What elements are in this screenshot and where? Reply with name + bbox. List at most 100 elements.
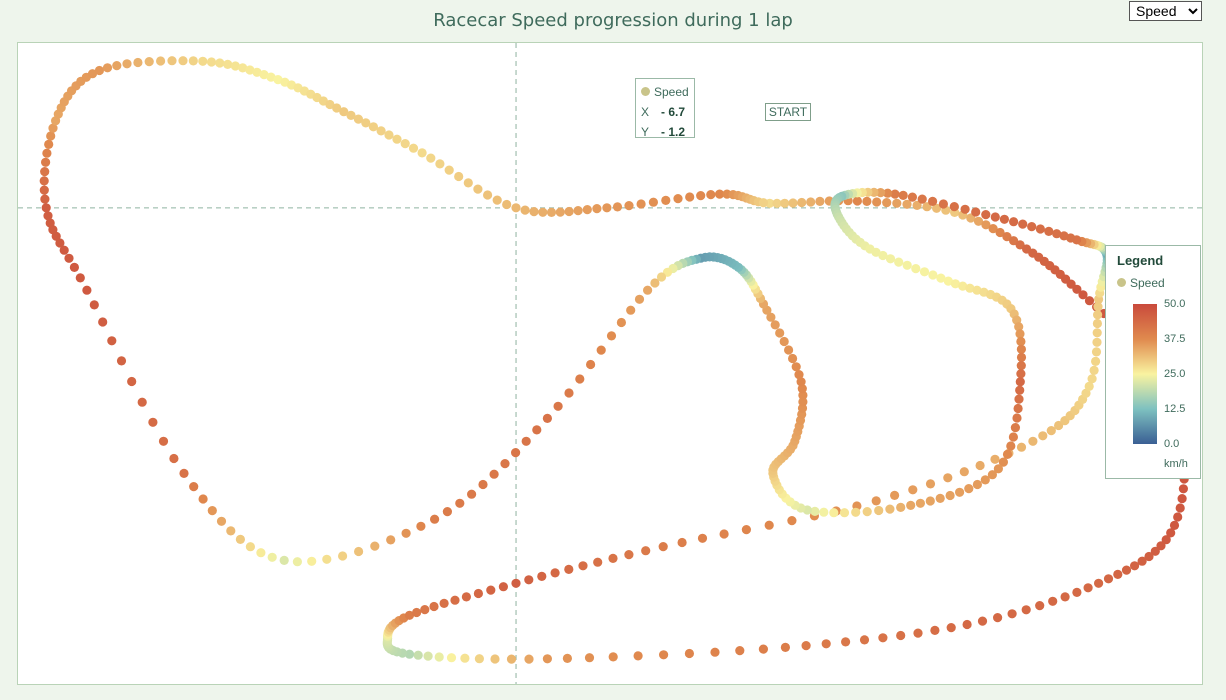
- speed-point[interactable]: [178, 56, 188, 66]
- speed-point[interactable]: [697, 533, 708, 543]
- speed-point[interactable]: [322, 554, 332, 564]
- speed-point[interactable]: [650, 278, 660, 288]
- speed-point[interactable]: [64, 253, 74, 263]
- speed-point[interactable]: [39, 176, 49, 186]
- speed-point[interactable]: [420, 605, 430, 615]
- speed-point[interactable]: [810, 506, 820, 516]
- speed-point[interactable]: [346, 110, 356, 120]
- plot-area[interactable]: [17, 42, 1203, 685]
- speed-point[interactable]: [949, 202, 959, 212]
- speed-point[interactable]: [902, 199, 912, 209]
- speed-point[interactable]: [794, 370, 804, 380]
- speed-point[interactable]: [988, 224, 998, 234]
- speed-point[interactable]: [1035, 601, 1045, 611]
- speed-point[interactable]: [423, 651, 433, 661]
- speed-point[interactable]: [915, 498, 926, 508]
- speed-point[interactable]: [69, 262, 79, 272]
- speed-point[interactable]: [1130, 561, 1140, 571]
- speed-point[interactable]: [885, 504, 895, 514]
- speed-point[interactable]: [245, 542, 255, 552]
- speed-point[interactable]: [1175, 503, 1185, 513]
- speed-point[interactable]: [673, 194, 683, 204]
- speed-point[interactable]: [489, 469, 499, 479]
- speed-point[interactable]: [780, 198, 790, 208]
- speed-point[interactable]: [1015, 329, 1025, 339]
- speed-point[interactable]: [1156, 541, 1166, 551]
- speed-point[interactable]: [1087, 374, 1097, 384]
- speed-point[interactable]: [1084, 381, 1094, 391]
- speed-point[interactable]: [189, 482, 199, 492]
- speed-point[interactable]: [993, 464, 1004, 474]
- speed-point[interactable]: [710, 647, 720, 657]
- speed-point[interactable]: [788, 198, 798, 208]
- speed-point[interactable]: [89, 300, 99, 310]
- speed-point[interactable]: [434, 652, 444, 662]
- speed-point[interactable]: [1038, 431, 1048, 441]
- speed-point[interactable]: [238, 63, 248, 73]
- speed-point[interactable]: [1015, 377, 1025, 387]
- speed-point[interactable]: [787, 516, 797, 526]
- speed-point[interactable]: [1089, 365, 1099, 375]
- speed-point[interactable]: [636, 199, 646, 209]
- speed-point[interactable]: [696, 191, 706, 201]
- speed-point[interactable]: [416, 521, 426, 531]
- speed-point[interactable]: [874, 505, 884, 516]
- speed-point[interactable]: [230, 61, 240, 71]
- speed-point[interactable]: [87, 69, 98, 79]
- speed-point[interactable]: [207, 506, 217, 516]
- speed-point[interactable]: [40, 167, 50, 177]
- speed-point[interactable]: [1006, 441, 1016, 451]
- speed-point[interactable]: [1121, 565, 1132, 575]
- speed-point[interactable]: [964, 484, 974, 494]
- speed-point[interactable]: [102, 63, 113, 73]
- speed-point[interactable]: [292, 557, 302, 567]
- speed-point[interactable]: [648, 197, 659, 207]
- speed-point[interactable]: [524, 654, 534, 664]
- speed-point[interactable]: [370, 541, 380, 551]
- speed-point[interactable]: [1092, 328, 1102, 338]
- speed-point[interactable]: [1021, 605, 1031, 615]
- speed-point[interactable]: [404, 610, 415, 620]
- speed-point[interactable]: [658, 542, 668, 552]
- speed-point[interactable]: [339, 107, 349, 117]
- speed-point[interactable]: [1161, 535, 1171, 545]
- speed-point[interactable]: [829, 508, 839, 518]
- speed-point[interactable]: [958, 281, 968, 291]
- speed-point[interactable]: [624, 201, 634, 211]
- speed-point[interactable]: [821, 639, 831, 649]
- speed-point[interactable]: [361, 118, 371, 128]
- speed-point[interactable]: [413, 650, 423, 660]
- speed-point[interactable]: [127, 376, 137, 387]
- speed-point[interactable]: [59, 245, 69, 255]
- speed-point[interactable]: [575, 374, 585, 384]
- speed-point[interactable]: [45, 218, 55, 228]
- speed-point[interactable]: [852, 196, 863, 206]
- speed-point[interactable]: [930, 625, 940, 636]
- speed-point[interactable]: [741, 525, 752, 535]
- speed-point[interactable]: [819, 507, 829, 517]
- speed-point[interactable]: [898, 190, 908, 200]
- speed-point[interactable]: [1177, 494, 1187, 504]
- speed-point[interactable]: [1016, 442, 1027, 452]
- speed-point[interactable]: [43, 211, 53, 221]
- speed-point[interactable]: [267, 552, 277, 562]
- speed-point[interactable]: [980, 475, 990, 485]
- speed-point[interactable]: [862, 507, 872, 517]
- speed-point[interactable]: [408, 143, 419, 153]
- speed-point[interactable]: [912, 200, 922, 210]
- speed-point[interactable]: [259, 70, 269, 80]
- speed-point[interactable]: [896, 630, 906, 641]
- speed-point[interactable]: [41, 203, 51, 213]
- speed-point[interactable]: [902, 260, 912, 270]
- speed-point[interactable]: [39, 185, 49, 195]
- speed-point[interactable]: [715, 189, 725, 199]
- speed-point[interactable]: [626, 305, 636, 315]
- speed-point[interactable]: [906, 500, 916, 510]
- speed-point[interactable]: [917, 194, 927, 204]
- speed-point[interactable]: [706, 190, 716, 200]
- speed-point[interactable]: [624, 550, 634, 560]
- speed-point[interactable]: [894, 257, 904, 267]
- speed-point[interactable]: [198, 494, 208, 504]
- speed-point[interactable]: [1094, 578, 1104, 588]
- speed-point[interactable]: [553, 401, 563, 411]
